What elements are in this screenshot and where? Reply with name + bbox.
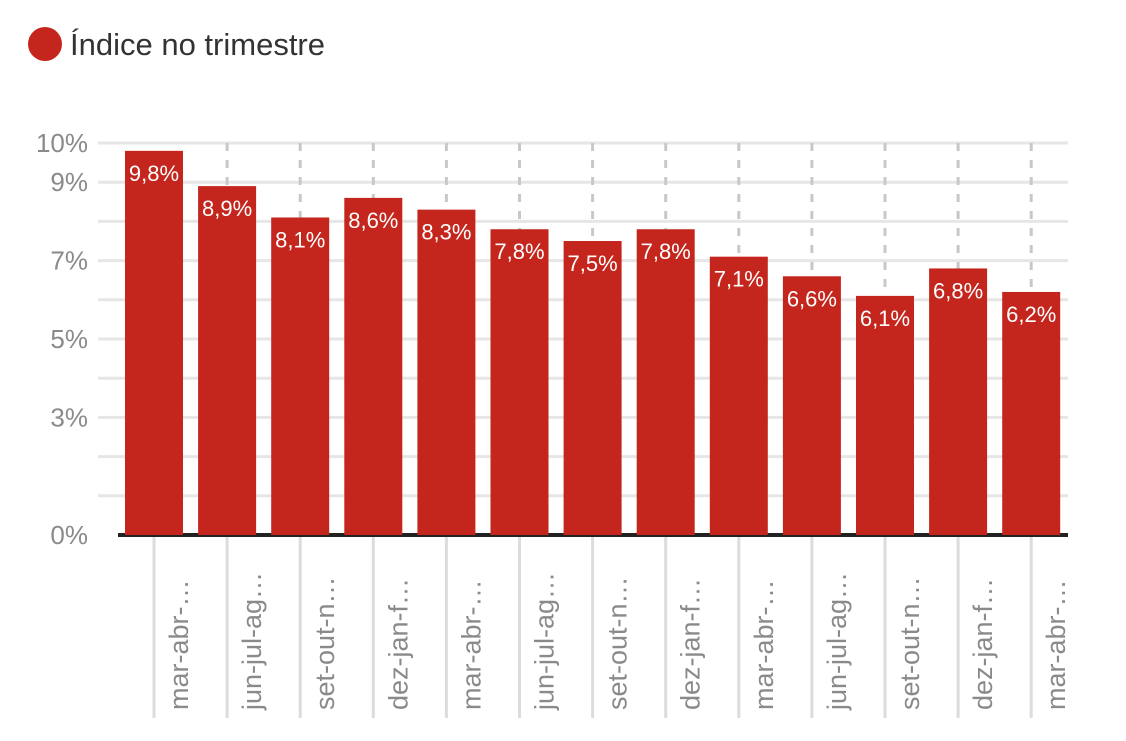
x-category-label: dez-jan-f… <box>968 578 998 710</box>
bars <box>125 150 1061 536</box>
data-label: 8,6% <box>348 208 398 233</box>
bar <box>344 197 403 535</box>
y-tick-label: 10% <box>36 128 88 158</box>
bar <box>929 268 988 535</box>
bar <box>709 256 768 535</box>
x-category-label: dez-jan-f… <box>676 578 706 710</box>
bar <box>198 186 257 535</box>
bar <box>563 241 622 535</box>
bar <box>782 276 841 535</box>
x-category-label: jun-jul-ag… <box>530 572 560 711</box>
bar <box>490 229 549 536</box>
data-label: 6,6% <box>787 286 837 311</box>
y-tick-label: 7% <box>50 246 88 276</box>
legend-marker <box>28 27 62 61</box>
data-label: 6,2% <box>1006 302 1056 327</box>
x-category-label: set-out-n… <box>310 576 340 710</box>
bar <box>125 150 183 535</box>
x-category-label: mar-abr-… <box>1041 579 1071 710</box>
x-category-label: set-out-n… <box>895 576 925 710</box>
bar <box>636 229 695 536</box>
y-tick-label: 5% <box>50 324 88 354</box>
data-labels: 9,8% 8,9% 8,1% 8,6% 8,3% 7,8% 7,5% 7,8% 7,1% 6,6%… <box>129 161 1056 331</box>
y-tick-label: 0% <box>50 520 88 550</box>
x-category-label: dez-jan-f… <box>383 578 413 710</box>
data-label: 7,8% <box>494 239 544 264</box>
data-label: 7,1% <box>714 267 764 292</box>
bar <box>271 217 330 536</box>
bar <box>856 295 914 535</box>
data-label: 8,9% <box>202 196 252 221</box>
data-label: 8,3% <box>421 220 471 245</box>
x-category-label: mar-abr-… <box>456 579 486 710</box>
data-label: 7,8% <box>641 239 691 264</box>
x-category-label: mar-abr-… <box>164 579 194 710</box>
y-axis-ticks: 10% 9% 7% 5% 3% 0% <box>36 128 88 550</box>
data-label: 7,5% <box>568 251 618 276</box>
y-tick-label: 9% <box>50 167 88 197</box>
x-category-label: mar-abr-… <box>749 579 779 710</box>
data-label: 6,8% <box>933 278 983 303</box>
x-category-label: set-out-n… <box>603 576 633 710</box>
data-label: 8,1% <box>275 227 325 252</box>
data-label: 9,8% <box>129 161 179 186</box>
data-label: 6,1% <box>860 306 910 331</box>
legend-label: Índice no trimestre <box>70 27 325 62</box>
y-tick-label: 3% <box>50 402 88 432</box>
legend: Índice no trimestre <box>28 27 325 62</box>
x-category-label: jun-jul-ag… <box>822 572 852 711</box>
bar <box>417 209 476 535</box>
x-axis-categories: mar-abr-… jun-jul-ag… set-out-n… dez-jan-f…… <box>164 572 1071 711</box>
bar <box>1002 291 1061 535</box>
x-category-label: jun-jul-ag… <box>237 572 267 711</box>
